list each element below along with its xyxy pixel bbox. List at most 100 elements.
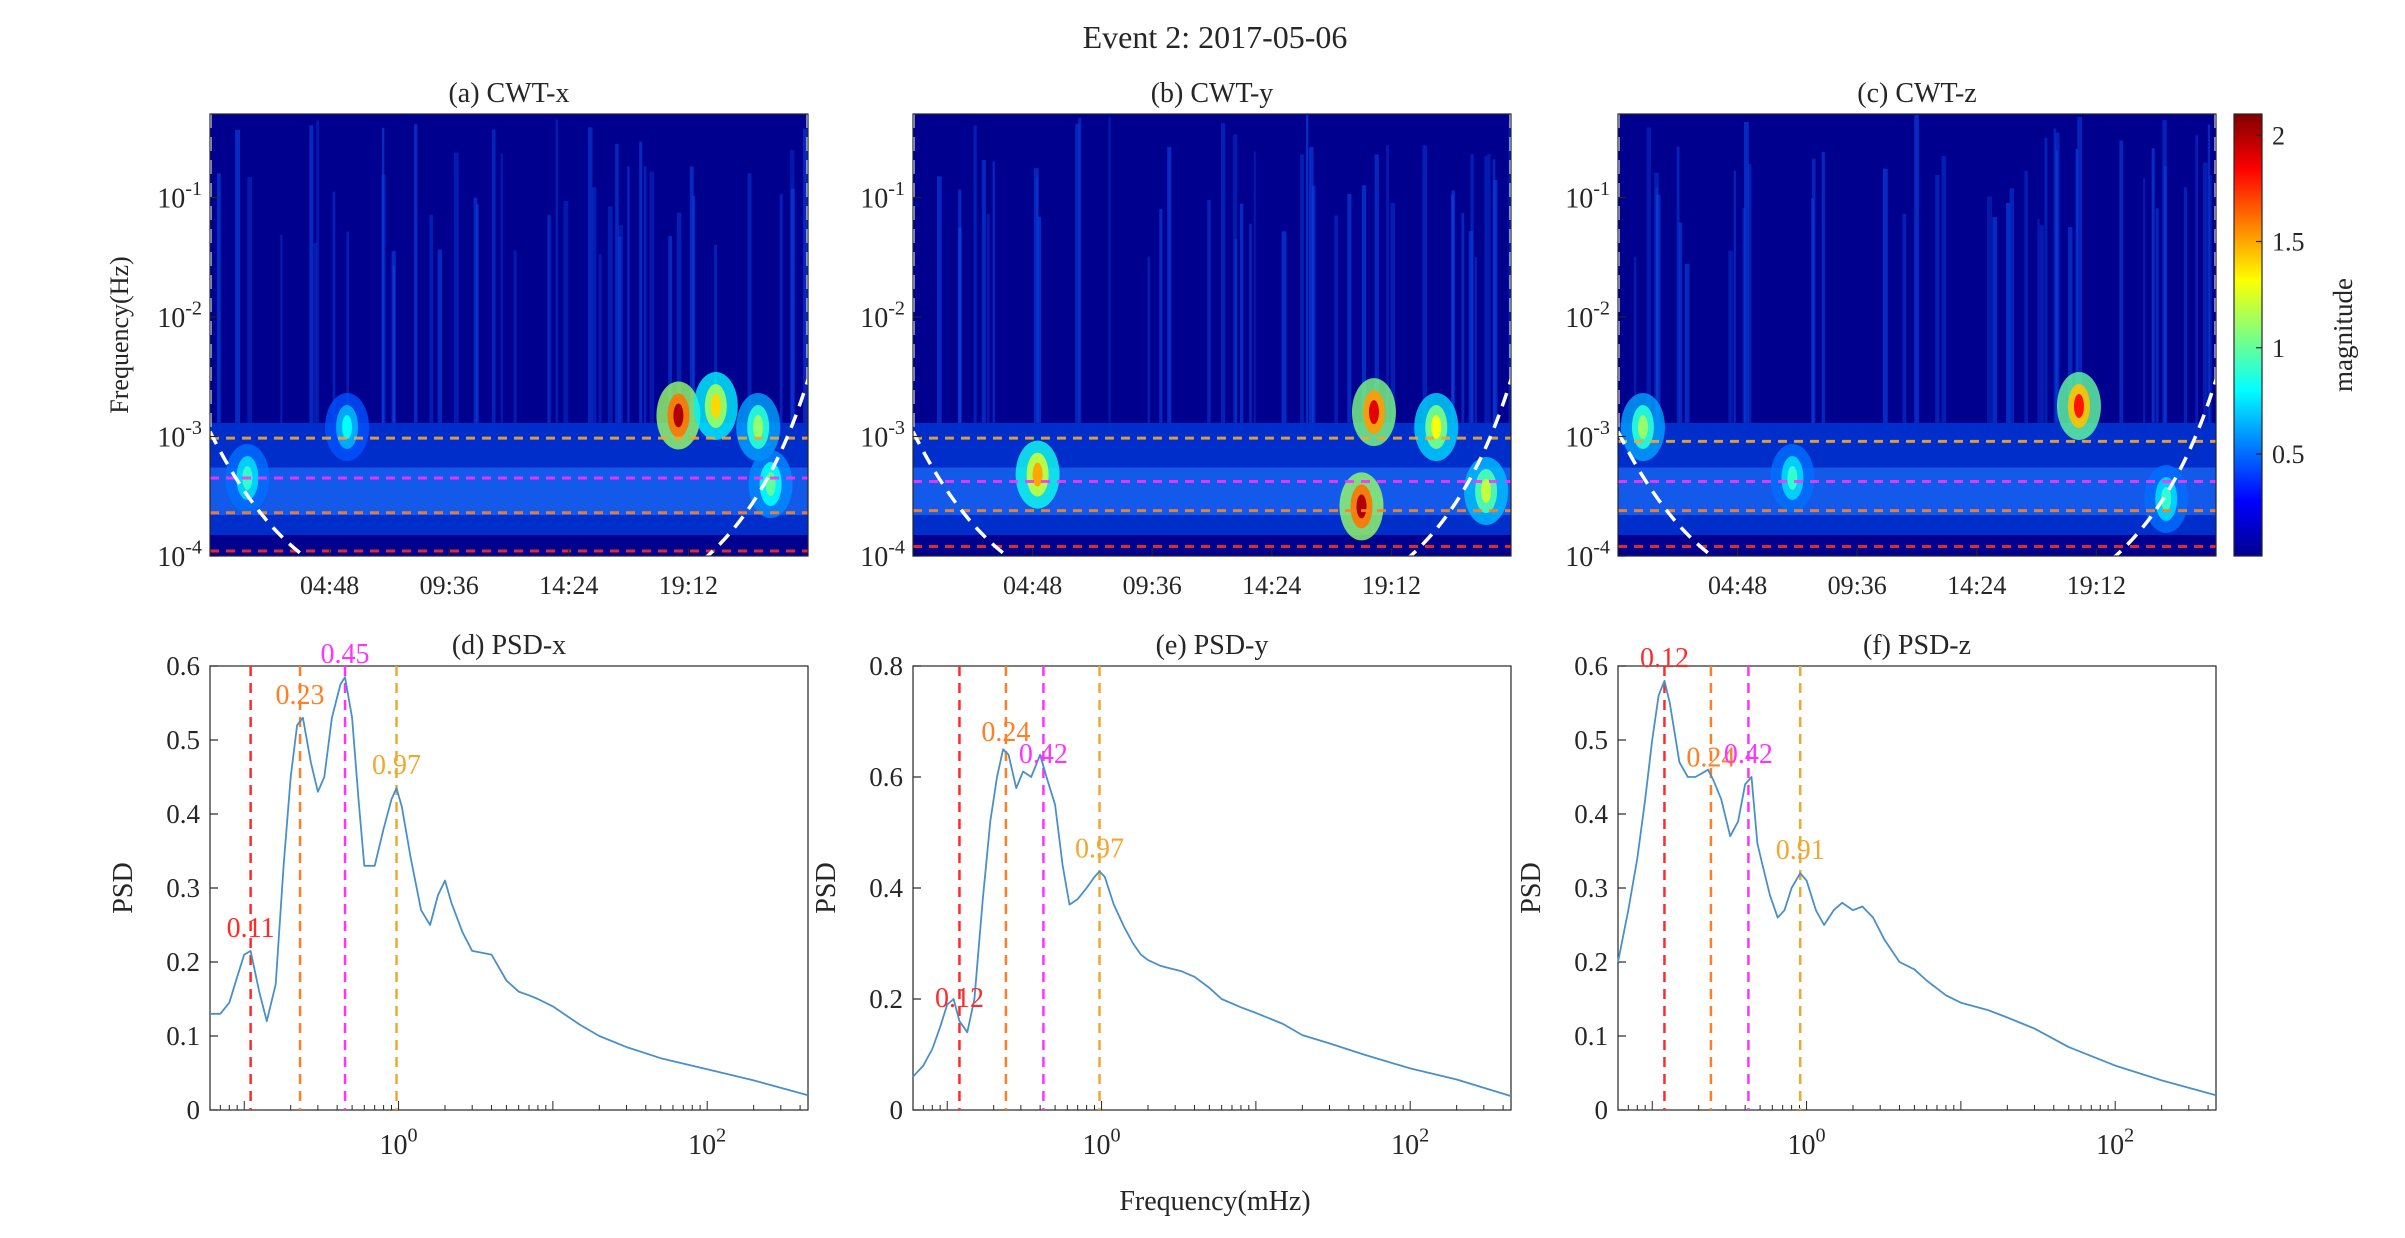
x-tick-label: 100	[1083, 1124, 1121, 1161]
heatmap-band	[913, 467, 1511, 516]
heatmap-streak	[618, 236, 622, 423]
y-tick-label: 10-1	[157, 178, 202, 215]
heatmap-streak	[2207, 124, 2211, 423]
x-tick-label: 09:36	[1828, 571, 1887, 600]
y-axis-label: PSD	[108, 862, 139, 913]
heatmap-streak	[992, 161, 995, 423]
y-tick-label: 10-2	[157, 297, 202, 334]
heatmap-streak	[1305, 115, 1309, 423]
heatmap-streak	[986, 213, 990, 423]
y-tick-label: 10-4	[157, 536, 202, 573]
heatmap-streak	[790, 150, 795, 423]
axes-frame	[912, 113, 1512, 557]
x-tick-label: 09:36	[420, 571, 479, 600]
heatmap-streak	[747, 173, 752, 423]
peak-label: 0.24	[981, 717, 1030, 748]
heatmap-streak	[587, 127, 593, 423]
y-tick-label: 0.2	[1574, 947, 1608, 977]
heatmap-hotspot-core	[1787, 465, 1798, 490]
heatmap-streak	[473, 197, 478, 423]
heatmap-streak	[627, 166, 630, 423]
x-tick-label: 14:24	[1242, 571, 1301, 600]
heatmap-streak	[1035, 176, 1038, 423]
heatmap-streak	[615, 143, 619, 423]
heatmap-streak	[414, 124, 418, 423]
y-tick-label: 0.4	[1574, 799, 1608, 829]
heatmap-streak	[1253, 151, 1256, 423]
cwt-x-panel: (a) CWT-x 10-4 10-3 10-2 10-1 04:48 09:36 14:24…	[105, 78, 809, 600]
heatmap-streak	[1361, 185, 1367, 423]
colorbar-tick-label: 1.5	[2272, 228, 2305, 257]
heatmap-streak	[1935, 174, 1940, 423]
heatmap-image	[913, 114, 1511, 556]
heatmap-streak	[2044, 137, 2048, 423]
heatmap-streak	[2077, 116, 2083, 423]
heatmap-streak	[235, 129, 241, 423]
heatmap-streak	[2155, 208, 2159, 423]
heatmap-hotspot-core	[1032, 462, 1043, 487]
heatmap-streak	[1902, 213, 1907, 423]
heatmap-image	[210, 114, 808, 556]
heatmap-streak	[1232, 134, 1238, 423]
heatmap-streak	[1914, 115, 1919, 423]
heatmap-streak	[1239, 203, 1244, 423]
y-tick-label: 0.2	[166, 947, 200, 977]
y-tick-label: 0.2	[869, 984, 903, 1014]
peak-label: 0.42	[1724, 739, 1773, 770]
heatmap-hotspot-core	[765, 472, 776, 497]
colorbar-tick-label: 0.5	[2272, 440, 2305, 469]
y-tick-label: 10-4	[860, 536, 905, 573]
heatmap-streak	[1646, 127, 1651, 423]
heatmap-streak	[1234, 239, 1238, 423]
peak-label: 0.24	[1686, 743, 1735, 774]
heatmap-band	[1618, 467, 2216, 516]
colorbar-tick-label: 2	[2272, 121, 2285, 150]
figure-title: Event 2: 2017-05-06	[1083, 19, 1348, 55]
heatmap-streak	[216, 173, 221, 423]
heatmap-streak	[2039, 225, 2044, 423]
colorbar-label: magnitude	[2328, 278, 2358, 392]
heatmap-streak	[2119, 140, 2124, 423]
heatmap-streak	[1676, 146, 1680, 423]
heatmap-hotspot-core	[1431, 415, 1442, 440]
peak-label: 0.23	[276, 680, 325, 711]
heatmap-streak	[1678, 222, 1683, 423]
y-tick-label: 10-3	[860, 417, 905, 454]
panel-title: (e) PSD-y	[1156, 630, 1269, 661]
heatmap-streak	[598, 253, 602, 423]
peak-label: 0.12	[1640, 643, 1689, 674]
heatmap-streak	[1474, 256, 1477, 423]
heatmap-streak	[981, 159, 986, 423]
heatmap-streak	[1748, 163, 1752, 423]
y-tick-label: 0.5	[1574, 725, 1608, 755]
heatmap-streak	[437, 249, 443, 423]
x-tick-label: 14:24	[1947, 571, 2006, 600]
heatmap-streak	[547, 215, 551, 423]
heatmap-streak	[453, 152, 459, 423]
heatmap-streak	[1941, 156, 1947, 423]
peak-label: 0.91	[1776, 835, 1825, 866]
y-axis-label: PSD	[811, 862, 842, 913]
heatmap-streak	[1470, 154, 1474, 423]
peak-label: 0.11	[227, 913, 275, 944]
peak-label: 0.97	[372, 750, 421, 781]
heatmap-streak	[1743, 121, 1749, 423]
heatmap-streak	[790, 188, 795, 423]
heatmap-streak	[668, 235, 673, 423]
heatmap-streak	[555, 119, 558, 423]
psd-z-panel: (f) PSD-z 0 0.1 0.2 0.3 0.4 0.5 0.6 100 102 0.12 0.…	[1516, 630, 2217, 1161]
peak-label: 0.42	[1019, 739, 1068, 770]
x-tick-label: 19:12	[1362, 571, 1421, 600]
heatmap-streak	[513, 250, 517, 423]
heatmap-streak	[1037, 216, 1042, 423]
heatmap-streak	[1033, 168, 1039, 423]
heatmap-streak	[381, 127, 385, 423]
y-tick-label: 0.6	[166, 651, 200, 681]
y-tick-label: 10-2	[1565, 297, 1610, 334]
cwt-z-panel: (c) CWT-z 10-4 10-3 10-2 10-1 04:48 09:36 14:24…	[1565, 78, 2217, 600]
heatmap-streak	[2006, 202, 2011, 423]
y-tick-label: 0.5	[166, 725, 200, 755]
axes-frame	[1617, 665, 2217, 1111]
heatmap-streak	[313, 243, 317, 423]
